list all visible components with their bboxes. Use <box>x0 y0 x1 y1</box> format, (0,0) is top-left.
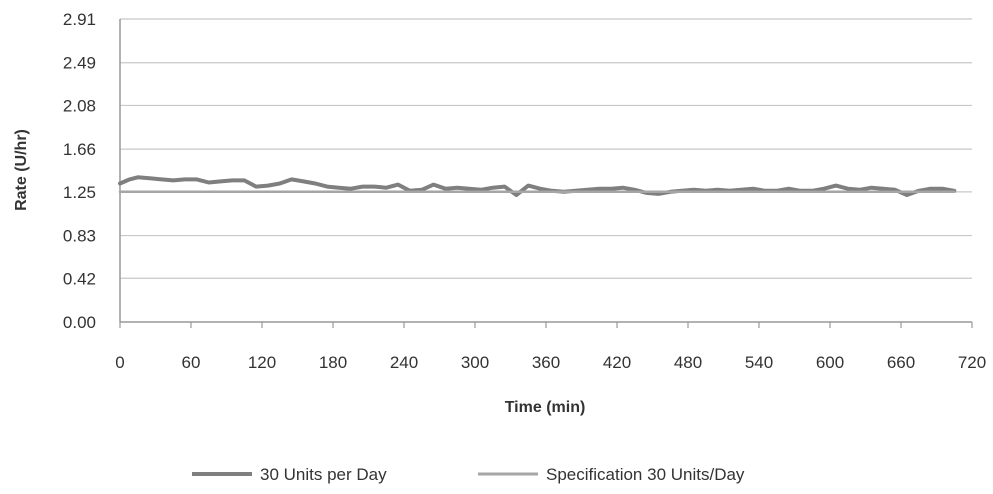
y-tick-label: 1.66 <box>63 140 96 159</box>
y-tick-label: 1.25 <box>63 183 96 202</box>
x-tick-label: 480 <box>674 353 702 372</box>
y-tick-label: 2.08 <box>63 96 96 115</box>
y-tick-label: 2.49 <box>63 54 96 73</box>
legend-label-30-units: 30 Units per Day <box>260 465 387 484</box>
x-tick-labels: 0 60 120 180 240 300 360 420 480 540 600 660 720 <box>115 353 986 372</box>
x-tick-label: 240 <box>390 353 418 372</box>
series-line-30-units-per-day <box>118 175 957 197</box>
x-tick-label: 300 <box>461 353 489 372</box>
x-tick-label: 540 <box>745 353 773 372</box>
x-tick-label: 180 <box>319 353 347 372</box>
x-tick-label: 120 <box>248 353 276 372</box>
x-tick-label: 600 <box>816 353 844 372</box>
x-tick-label: 360 <box>532 353 560 372</box>
y-tick-labels: 0.00 0.42 0.83 1.25 1.66 2.08 2.49 2.91 <box>63 10 96 332</box>
y-tick-label: 0.83 <box>63 227 96 246</box>
x-axis-title: Time (min) <box>505 399 586 416</box>
x-tick-label: 0 <box>115 353 124 372</box>
y-tick-label: 2.91 <box>63 10 96 29</box>
y-tick-label: 0.42 <box>63 269 96 288</box>
legend-label-specification: Specification 30 Units/Day <box>546 465 745 484</box>
x-tick-label: 660 <box>887 353 915 372</box>
y-axis-title: Rate (U/hr) <box>13 129 30 211</box>
gridlines <box>119 18 973 328</box>
legend: 30 Units per Day Specification 30 Units/… <box>192 465 745 484</box>
x-tick-label: 720 <box>958 353 986 372</box>
y-tick-label: 0.00 <box>63 313 96 332</box>
x-tick-label: 420 <box>603 353 631 372</box>
series-lines <box>118 175 957 197</box>
x-tick-label: 60 <box>182 353 201 372</box>
